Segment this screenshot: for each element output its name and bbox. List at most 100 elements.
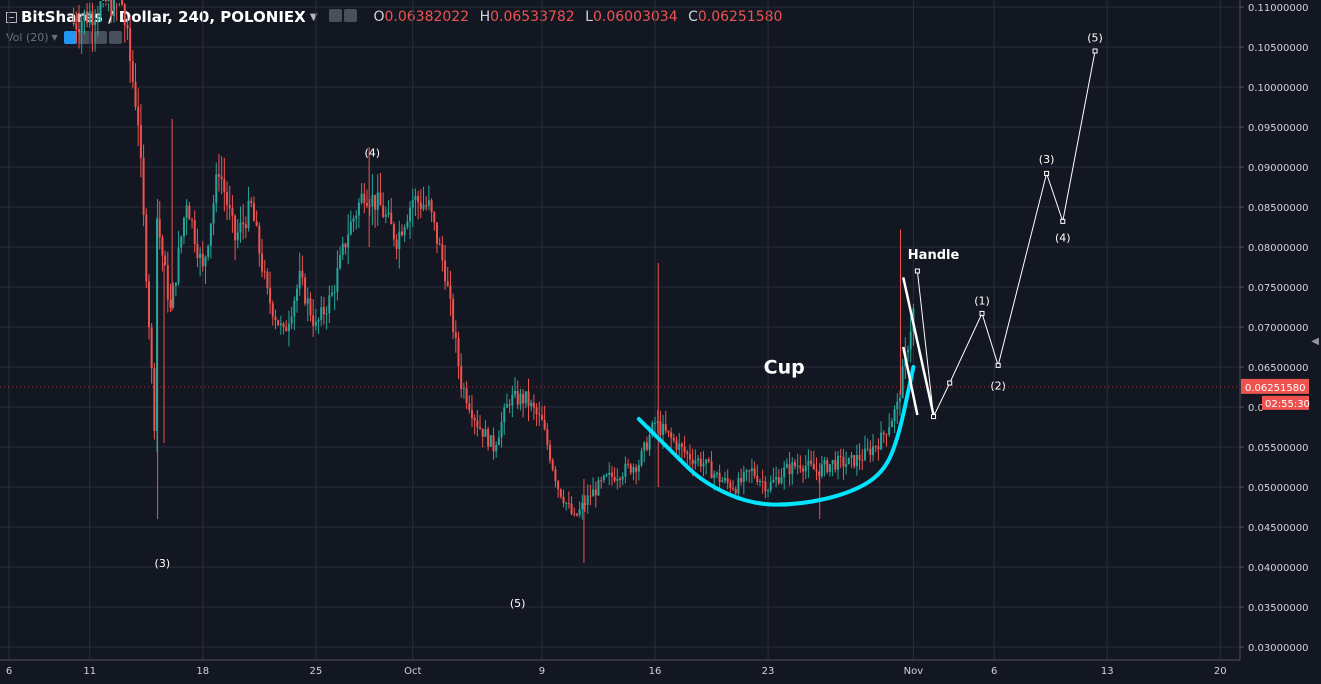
candle-body	[742, 472, 745, 483]
candle-body	[594, 489, 597, 496]
candle-body	[72, 23, 75, 24]
candle-body	[842, 456, 845, 467]
price-tick-label: 0.0	[1248, 403, 1264, 414]
candle-body	[77, 29, 80, 33]
candle-body	[460, 365, 463, 389]
candle-body	[828, 464, 831, 472]
projection-vertex	[947, 380, 953, 386]
candle-body	[559, 489, 562, 497]
last-price-value: 0.06251580	[1245, 383, 1305, 394]
candle-body	[584, 503, 587, 505]
candle-body	[355, 215, 358, 219]
price-tick-label: 0.11000000	[1248, 3, 1308, 14]
candle-body	[750, 468, 753, 472]
price-axis[interactable]: 0.11000000 0.10500000 0.10000000 0.09500000…	[1239, 0, 1310, 660]
candle-body	[414, 196, 417, 200]
candle-body	[645, 442, 648, 450]
candle-body	[387, 212, 390, 215]
candle-body	[847, 457, 850, 465]
candle-body	[850, 455, 853, 458]
candle-body	[732, 488, 735, 490]
price-tick-label: 0.03500000	[1248, 603, 1308, 614]
candle-body	[707, 459, 710, 462]
candle-body	[301, 270, 304, 278]
candle-body	[166, 265, 169, 300]
candle-body	[602, 475, 605, 481]
price-tick-label: 0.10000000	[1248, 83, 1308, 94]
candle-body	[885, 434, 888, 436]
scroll-left-icon[interactable]: ◀	[1311, 336, 1319, 347]
candle-body	[236, 232, 239, 241]
gear-icon[interactable]	[344, 9, 358, 22]
candle-body	[182, 217, 185, 237]
candle-body	[191, 219, 194, 221]
projection-vertex	[1044, 170, 1050, 176]
close-label: C	[688, 9, 698, 25]
candle-body	[433, 212, 436, 223]
candle-body	[147, 281, 150, 328]
candle-body	[812, 463, 815, 470]
candle-body	[341, 243, 344, 256]
candle-body	[174, 282, 177, 286]
candle-body	[549, 444, 552, 461]
candle-body	[718, 472, 721, 483]
time-axis[interactable]: 6 11 18 25 Oct 9 16 23 Nov 6 13 20	[0, 659, 1240, 677]
chevron-down-icon[interactable]: ▼	[309, 11, 318, 23]
candle-body	[640, 450, 643, 466]
candle-body	[121, 0, 124, 5]
price-tick-label: 0.05000000	[1248, 483, 1308, 494]
candle-body	[317, 319, 320, 322]
candle-body	[686, 452, 689, 454]
candle-body	[80, 20, 83, 33]
collapse-icon[interactable]	[6, 11, 17, 23]
projection-vertex	[914, 268, 920, 274]
candle-body	[823, 460, 826, 465]
high-value: 0.06533782	[490, 9, 575, 25]
candle-body	[481, 428, 484, 437]
candle-body	[285, 327, 288, 332]
candle-body	[608, 472, 611, 475]
candle-body	[379, 192, 382, 206]
handle-line	[902, 277, 935, 416]
price-tick-label: 0.10500000	[1248, 43, 1308, 54]
time-tick-label: 18	[196, 666, 209, 677]
candle-body	[543, 419, 546, 430]
candle-body	[325, 313, 328, 315]
price-tick-label: 0.09000000	[1248, 163, 1308, 174]
eye-icon[interactable]	[63, 31, 77, 44]
candle-body	[632, 467, 635, 473]
candle-body	[656, 421, 659, 423]
candle-body	[392, 224, 395, 240]
settings-icon[interactable]	[329, 9, 343, 22]
candle-body	[530, 402, 533, 407]
candle-body	[662, 424, 665, 435]
candle-body	[462, 388, 465, 390]
overlays: (1) (2) (3) (4) (5) (3) (4) (5) Handle Cup	[0, 31, 1240, 610]
volume-indicator-label[interactable]: Vol (20)	[6, 31, 49, 44]
candle-body	[400, 231, 403, 236]
time-tick-label: Oct	[404, 666, 421, 677]
handle-line	[902, 346, 919, 416]
close-icon[interactable]	[108, 31, 122, 44]
time-tick-label: Nov	[904, 666, 924, 677]
candle-body	[446, 281, 449, 286]
candle-body	[403, 227, 406, 236]
high-label: H	[479, 9, 491, 25]
candle-body	[427, 200, 430, 206]
candle-body	[535, 407, 538, 414]
candle-body	[901, 366, 904, 398]
chevron-down-icon[interactable]: ▼	[51, 33, 58, 42]
candle-body	[497, 437, 500, 445]
candle-body	[788, 464, 791, 475]
plus-icon[interactable]	[93, 31, 107, 44]
candle-body	[882, 432, 885, 435]
candle-body	[304, 277, 307, 304]
candle-body	[357, 202, 360, 216]
pattern-annotation: Handle	[908, 248, 960, 263]
countdown-badge	[1262, 395, 1309, 410]
candles	[72, 0, 915, 563]
candle-body	[328, 295, 331, 314]
candle-body	[616, 478, 619, 481]
candle-body	[723, 477, 726, 481]
